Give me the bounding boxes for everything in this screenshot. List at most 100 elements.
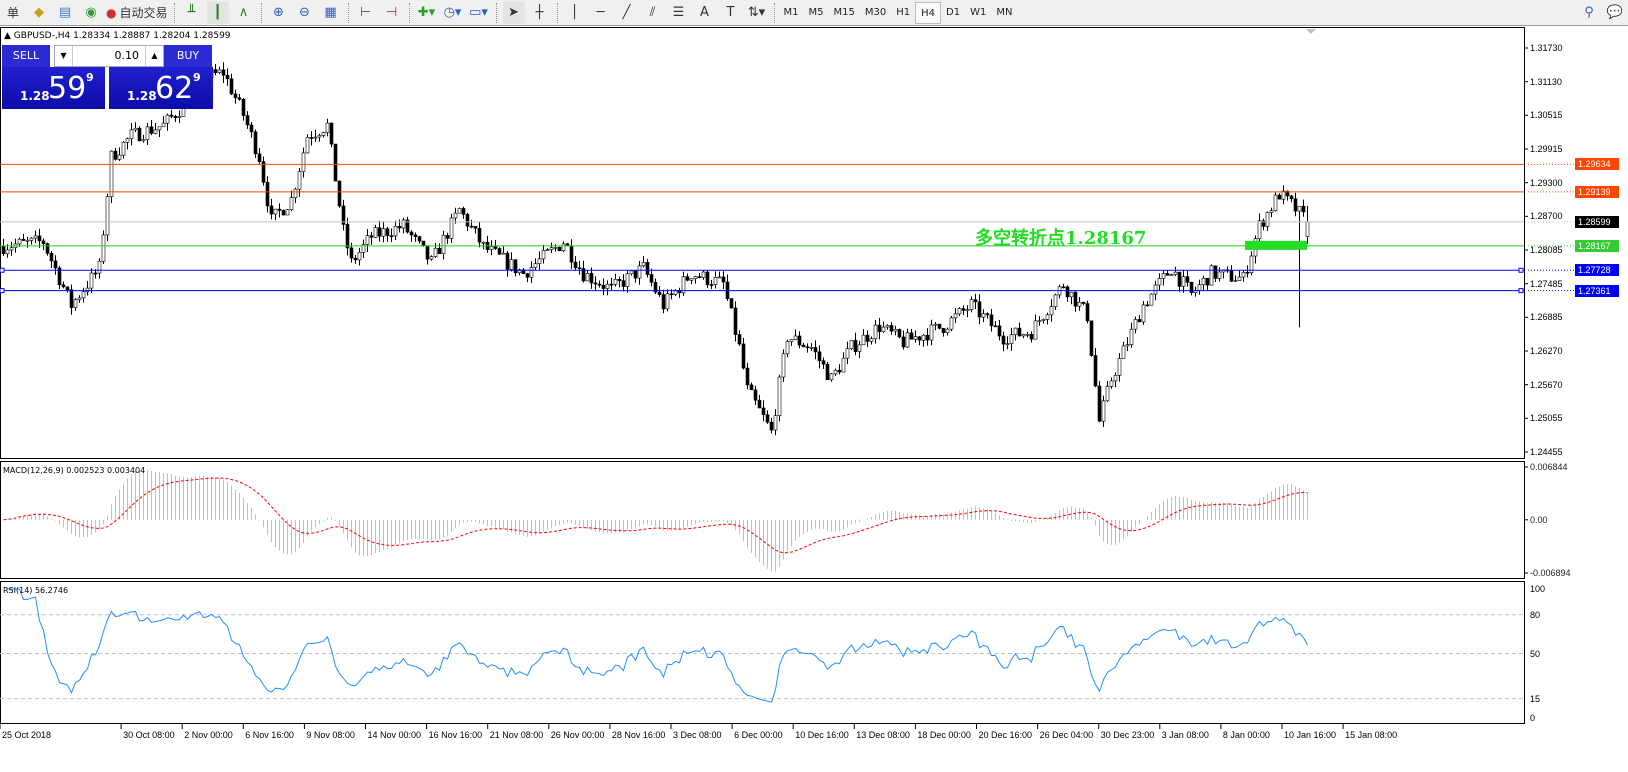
candlestick-icon[interactable]: ┃ bbox=[206, 1, 229, 24]
candle-body bbox=[1033, 320, 1038, 340]
candle-body bbox=[1061, 286, 1066, 289]
periods-icon[interactable]: ◷▾ bbox=[443, 5, 462, 20]
lot-value[interactable]: 0.10 bbox=[114, 49, 140, 62]
candle-body bbox=[1249, 255, 1254, 273]
timeframe-m30[interactable]: M30 bbox=[864, 6, 887, 18]
tile-windows-icon[interactable]: ▦ bbox=[324, 5, 337, 20]
indicators-icon[interactable]: ✚▾ bbox=[417, 5, 436, 20]
candle-body bbox=[1065, 286, 1070, 298]
candle-body bbox=[157, 126, 162, 131]
cursor-icon[interactable]: ➤ bbox=[502, 1, 525, 24]
candle-body bbox=[401, 219, 406, 229]
sell-price[interactable]: 1.28 59 9 bbox=[2, 67, 105, 109]
text-label-icon[interactable]: T bbox=[726, 5, 735, 20]
candle-body bbox=[321, 132, 326, 136]
chart-shift-icon[interactable]: ⊣ bbox=[385, 5, 398, 20]
candle-body bbox=[449, 217, 454, 239]
candle-body bbox=[345, 224, 350, 249]
candle-body bbox=[813, 347, 818, 353]
channel-icon[interactable]: ⫽ bbox=[649, 5, 656, 20]
candle-body bbox=[701, 271, 706, 278]
candle-body bbox=[901, 336, 906, 348]
timeframe-m1[interactable]: M1 bbox=[783, 6, 799, 18]
arrows-icon[interactable]: ⇅▾ bbox=[747, 5, 766, 20]
candle-body bbox=[133, 127, 138, 131]
autoscroll-icon[interactable]: ⊢ bbox=[359, 5, 372, 20]
time-axis-label: 3 Jan 08:00 bbox=[1161, 730, 1209, 740]
rsi-axis-label: 80 bbox=[1530, 609, 1541, 620]
timeframe-d1[interactable]: D1 bbox=[946, 6, 961, 18]
candle-body bbox=[1177, 271, 1182, 287]
candle-body bbox=[161, 122, 166, 128]
timeframe-m5[interactable]: M5 bbox=[808, 6, 824, 18]
separator bbox=[173, 2, 175, 23]
templates-icon[interactable]: ▭▾ bbox=[469, 5, 488, 20]
candle-body bbox=[577, 267, 582, 270]
resistance-price-badge: 1.29634 bbox=[1575, 158, 1619, 171]
timeframe-m15[interactable]: M15 bbox=[833, 6, 855, 18]
candle-body bbox=[561, 243, 566, 251]
zoom-in-icon[interactable]: ⊕ bbox=[273, 5, 284, 20]
time-axis-label: 30 Oct 08:00 bbox=[123, 730, 175, 740]
bid-price-badge: 1.28599 bbox=[1575, 215, 1619, 228]
toolbar: 单 ◆ ▤ ◉ ● 自动交易 ╨ ┃ ∧ ⊕ ⊖ ▦ ⊢ ⊣ ✚▾ ◷▾ ▭▾ ➤… bbox=[0, 0, 1628, 26]
candle-body bbox=[1277, 194, 1282, 200]
candle-body bbox=[989, 314, 994, 327]
candle-body bbox=[29, 237, 34, 241]
chat-icon[interactable]: 💬 bbox=[1606, 5, 1624, 20]
crosshair-icon[interactable]: ┼ bbox=[535, 5, 544, 20]
lot-increase-button[interactable]: ▲ bbox=[145, 46, 163, 66]
vertical-line-icon[interactable]: │ bbox=[570, 5, 579, 20]
timeframe-h1[interactable]: H1 bbox=[896, 6, 911, 18]
candle-body bbox=[129, 129, 134, 139]
candle-body bbox=[825, 363, 830, 381]
text-icon[interactable]: A bbox=[700, 5, 709, 20]
line-handle bbox=[1518, 267, 1524, 273]
zoom-out-icon[interactable]: ⊖ bbox=[299, 5, 310, 20]
macd-axis-label: -0.006894 bbox=[1530, 568, 1571, 578]
candle-body bbox=[1081, 301, 1086, 304]
separator bbox=[408, 2, 410, 23]
candle-body bbox=[581, 268, 586, 282]
lot-size-field[interactable]: ▼ 0.10 ▲ bbox=[54, 45, 164, 67]
candle-body bbox=[213, 69, 218, 73]
trendline-icon[interactable]: ╱ bbox=[622, 5, 631, 20]
candle-body bbox=[1089, 320, 1094, 356]
candle-body bbox=[1101, 400, 1106, 422]
candle-body bbox=[317, 135, 322, 138]
pivot-annotation[interactable]: 多空转折点1.28167 bbox=[975, 227, 1147, 249]
timeframe-mn[interactable]: MN bbox=[996, 6, 1013, 18]
horizontal-line-icon[interactable]: ─ bbox=[596, 5, 605, 20]
menu-label[interactable]: 单 bbox=[6, 6, 19, 20]
candle-body bbox=[1233, 280, 1238, 282]
bar-chart-icon[interactable]: ╨ bbox=[187, 5, 196, 20]
candle-body bbox=[1133, 319, 1138, 330]
autotrade-button[interactable]: ● 自动交易 bbox=[106, 2, 168, 24]
market-watch-icon[interactable]: ◆ bbox=[34, 5, 44, 20]
time-axis-label: 13 Dec 08:00 bbox=[856, 730, 910, 740]
candle-body bbox=[125, 138, 130, 143]
buy-price[interactable]: 1.28 62 9 bbox=[109, 67, 213, 109]
sell-button[interactable]: SELL bbox=[2, 45, 50, 67]
search-icon[interactable]: ⚲ bbox=[1584, 5, 1594, 20]
fibonacci-icon[interactable]: ☰ bbox=[672, 5, 685, 20]
signals-icon[interactable]: ◉ bbox=[85, 5, 97, 20]
timeframe-w1[interactable]: W1 bbox=[970, 6, 987, 18]
timeframe-h4[interactable]: H4 bbox=[915, 1, 941, 24]
pivot-price-badge: 1.28167 bbox=[1575, 239, 1619, 252]
time-axis-label: 10 Jan 16:00 bbox=[1284, 730, 1337, 740]
navigator-icon[interactable]: ▤ bbox=[58, 5, 72, 20]
line-handle bbox=[0, 267, 5, 273]
candle-body bbox=[509, 259, 514, 270]
candle-body bbox=[377, 227, 382, 237]
buy-button[interactable]: BUY bbox=[164, 45, 212, 67]
candle-body bbox=[601, 284, 606, 289]
candle-body bbox=[733, 307, 738, 335]
candle-body bbox=[381, 228, 386, 237]
candle-body bbox=[1281, 190, 1286, 200]
candle-body bbox=[957, 308, 962, 315]
line-chart-icon[interactable]: ∧ bbox=[238, 5, 249, 20]
candle-body bbox=[801, 344, 806, 348]
lot-decrease-button[interactable]: ▼ bbox=[55, 46, 73, 66]
